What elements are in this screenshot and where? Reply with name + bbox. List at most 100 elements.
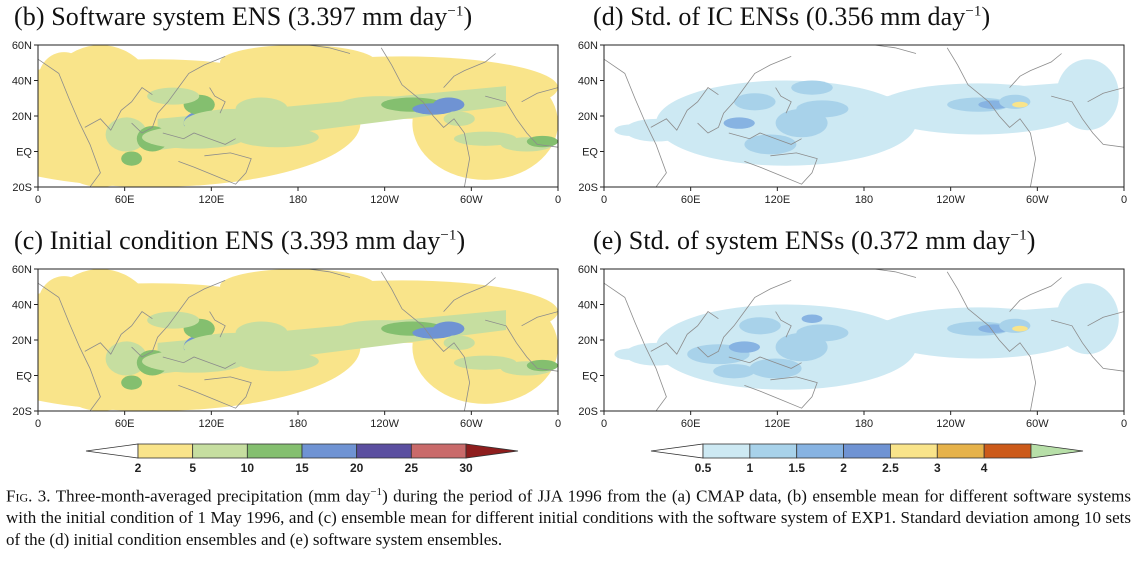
lon-label: 60W <box>1026 418 1049 430</box>
colorbar-segment <box>983 443 1032 459</box>
precip-contour <box>454 131 517 146</box>
lon-label: 0 <box>35 418 41 430</box>
lon-label: 180 <box>289 418 307 430</box>
colorbar-segment <box>192 443 248 459</box>
precip-contour <box>433 97 465 112</box>
colorbar-triangle-right <box>1030 443 1084 459</box>
coastline <box>604 58 667 187</box>
lat-label: 20N <box>12 335 32 347</box>
precip-contour <box>728 341 760 353</box>
lon-label: 0 <box>601 194 607 206</box>
panel-b-title: (b) Software system ENS (3.397 mm day−1) <box>14 2 473 31</box>
precip-contour <box>454 355 517 370</box>
coastline <box>162 356 236 369</box>
precip-contour <box>235 351 319 372</box>
precip-contour <box>656 116 698 131</box>
precip-contour <box>832 116 875 131</box>
precip-contour <box>999 94 1031 109</box>
precip-contour <box>147 311 200 329</box>
coastline <box>775 311 792 338</box>
coastline <box>162 132 236 145</box>
precip-contour <box>723 117 755 129</box>
std-colorbar: 0.5 1 1.5 2 2.5 3 4 <box>650 443 1084 475</box>
colorbar-segment <box>702 443 751 459</box>
colorbar-label: 2.5 <box>882 461 899 475</box>
lat-label: 40N <box>12 300 32 312</box>
colorbar-label: 1 <box>747 461 754 475</box>
lon-label: 120E <box>764 418 790 430</box>
lon-label: 120W <box>370 194 399 206</box>
coastline <box>84 311 153 355</box>
lon-label: 120W <box>936 418 965 430</box>
lon-label: 120E <box>198 194 224 206</box>
colorbar-label: 1.5 <box>788 461 805 475</box>
precip-contour <box>734 93 776 111</box>
precip-contour <box>121 151 142 166</box>
lon-label: 120E <box>764 194 790 206</box>
colorbar-label: 4 <box>981 461 988 475</box>
lat-label: 60N <box>12 264 32 276</box>
lon-label: 60E <box>115 418 135 430</box>
coastline <box>604 282 667 411</box>
colorbar-triangle-right <box>465 443 519 459</box>
lat-label: 20S <box>578 406 598 418</box>
coastline <box>744 376 818 409</box>
coastline <box>946 47 1037 187</box>
coastline <box>521 311 558 327</box>
coastline <box>728 132 802 145</box>
precip-colorbar: 2 5 10 15 20 25 30 <box>85 443 519 475</box>
coastline <box>380 271 471 411</box>
lat-label: 40N <box>578 300 598 312</box>
colorbar-segment <box>356 443 412 459</box>
precip-contour <box>121 375 142 390</box>
colorbar-label: 20 <box>350 461 364 475</box>
coastline <box>697 280 792 358</box>
colorbar-segment <box>137 443 194 459</box>
precip-contour <box>433 321 465 336</box>
lon-label: 120W <box>936 194 965 206</box>
lon-label: 0 <box>1121 418 1127 430</box>
precip-contour <box>526 135 558 148</box>
precip-region <box>220 269 376 304</box>
precip-contour <box>656 340 698 355</box>
coastline <box>1009 53 1062 88</box>
coastline <box>38 282 101 411</box>
precip-contour <box>235 97 288 121</box>
precip-contour <box>739 317 781 335</box>
precip-contour <box>142 349 246 373</box>
coastline <box>728 356 802 369</box>
panel-d-title: (d) Std. of IC ENSs (0.356 mm day−1) <box>593 2 991 31</box>
coastline <box>308 269 351 278</box>
coastline <box>1051 319 1124 372</box>
precip-contour <box>801 314 823 323</box>
lat-label: EQ <box>16 371 32 383</box>
coastline <box>131 56 226 134</box>
coastline <box>650 311 719 355</box>
colorbar-label: 25 <box>405 461 419 475</box>
coastline <box>1087 311 1124 327</box>
figure-caption: Fig. 3. Three-month-averaged precipitati… <box>6 486 1132 549</box>
coastline <box>1009 277 1062 312</box>
colorbar-label: 2 <box>840 461 847 475</box>
precip-contour <box>131 297 174 312</box>
lon-label: 120E <box>198 418 224 430</box>
precip-contour <box>832 340 875 355</box>
coastline <box>380 47 471 187</box>
lon-label: 0 <box>601 418 607 430</box>
lon-label: 0 <box>1121 194 1127 206</box>
lat-label: 20N <box>578 335 598 347</box>
coastline <box>443 277 496 312</box>
coastline <box>84 87 153 131</box>
lat-label: 60N <box>578 264 598 276</box>
coastline <box>1087 87 1124 103</box>
lon-label: 60W <box>460 418 483 430</box>
precip-contour <box>1072 337 1104 349</box>
colorbar-segment <box>936 443 985 459</box>
precip-contour <box>131 73 174 88</box>
colorbar-segment <box>843 443 891 459</box>
lon-label: 180 <box>289 194 307 206</box>
lon-label: 0 <box>555 418 561 430</box>
lat-label: 40N <box>12 76 32 88</box>
colorbar-triangle-left <box>85 443 139 459</box>
